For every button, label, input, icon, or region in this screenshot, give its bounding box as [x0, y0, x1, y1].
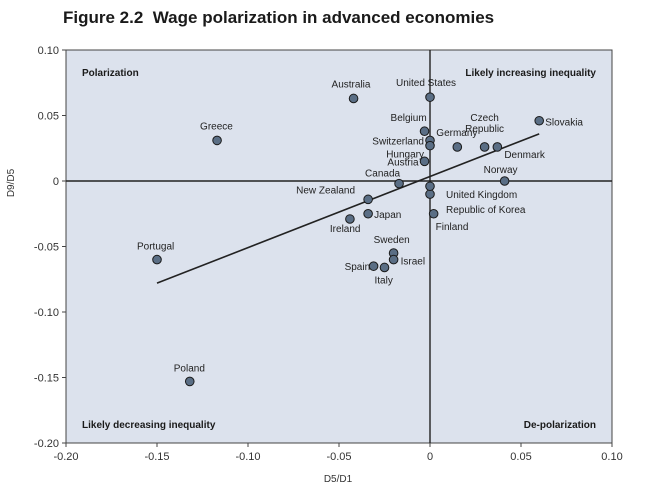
- quadrant-label-decreasing-inequality: Likely decreasing inequality: [82, 420, 216, 431]
- data-label-ireland: Ireland: [330, 224, 361, 235]
- data-label-switzerland: Switzerland: [372, 136, 424, 147]
- chart-title: Figure 2.2 Wage polarization in advanced…: [63, 8, 494, 28]
- data-point-czech-republic: [479, 142, 490, 152]
- y-tick-label: -0.15: [34, 373, 59, 385]
- data-point-israel: [388, 254, 399, 265]
- quadrant-label-increasing-inequality: Likely increasing inequality: [465, 68, 596, 79]
- x-tick-label: -0.20: [53, 451, 78, 463]
- data-label-austria: Austria: [387, 157, 419, 168]
- data-label-republic-of-korea: Republic of Korea: [446, 205, 526, 216]
- data-point-australia: [348, 93, 359, 104]
- x-axis-label: D5/D1: [324, 474, 353, 485]
- data-label-denmark: Denmark: [504, 150, 546, 161]
- data-label-portugal: Portugal: [137, 242, 174, 253]
- data-point-belgium: [419, 126, 430, 137]
- data-label-united-kingdom: United Kingdom: [446, 190, 517, 201]
- data-point-germany: [452, 142, 463, 152]
- data-point-austria: [419, 156, 430, 167]
- data-label-australia: Australia: [332, 79, 371, 90]
- y-axis-label: D9/D5: [6, 168, 17, 197]
- data-point-portugal: [152, 254, 162, 265]
- data-point-japan: [363, 208, 373, 219]
- data-point-norway: [499, 176, 510, 186]
- plot-area: [65, 49, 613, 444]
- data-point-united-states: [425, 92, 435, 102]
- data-label-greece: Greece: [200, 121, 233, 132]
- data-point-ireland: [345, 214, 355, 224]
- data-label-belgium: Belgium: [391, 113, 427, 124]
- figure-title: Wage polarization in advanced economies: [152, 8, 495, 27]
- data-label-spain: Spain: [345, 262, 371, 273]
- x-tick-label: 0.10: [601, 451, 622, 463]
- data-label-new-zealand: New Zealand: [296, 185, 355, 196]
- data-point-hungary: [425, 140, 435, 151]
- data-point-italy: [379, 262, 390, 273]
- data-label-germany: Germany: [436, 128, 477, 139]
- data-label-sweden: Sweden: [374, 235, 410, 246]
- x-tick-label: -0.15: [144, 451, 169, 463]
- quadrant-label-polarization: Polarization: [82, 68, 139, 79]
- data-point-denmark: [492, 142, 503, 152]
- data-label-norway: Norway: [484, 165, 518, 176]
- data-label-canada: Canada: [365, 169, 400, 180]
- y-tick-label: -0.20: [34, 438, 59, 450]
- x-tick-label: 0.05: [510, 451, 531, 463]
- y-tick-label: 0.10: [38, 45, 59, 57]
- y-tick-label: 0: [53, 176, 59, 188]
- data-label-israel: Israel: [401, 257, 425, 268]
- data-label-czech-republic: Czech Republic: [465, 113, 504, 135]
- x-tick-label: -0.05: [326, 451, 351, 463]
- data-label-finland: Finland: [436, 222, 469, 233]
- data-point-poland: [184, 376, 195, 387]
- data-point-finland: [428, 208, 439, 219]
- data-point-spain: [368, 261, 379, 271]
- data-label-united-states: United States: [396, 78, 456, 89]
- data-point-new-zealand: [363, 194, 373, 205]
- data-label-slovakia: Slovakia: [545, 118, 583, 129]
- data-label-italy: Italy: [375, 275, 393, 286]
- data-label-japan: Japan: [374, 210, 401, 221]
- quadrant-label-depolarization: De-polarization: [524, 420, 596, 431]
- data-point-republic-of-korea: [425, 181, 435, 192]
- data-label-hungary: Hungary: [386, 150, 424, 161]
- y-tick-label: -0.10: [34, 307, 59, 319]
- x-tick-label: 0: [427, 451, 433, 463]
- data-point-canada: [394, 178, 404, 189]
- x-tick-label: -0.10: [235, 451, 260, 463]
- data-point-united-kingdom: [425, 189, 435, 199]
- y-tick-label: 0.05: [38, 111, 59, 123]
- data-label-poland: Poland: [174, 363, 205, 374]
- trend-line: [156, 133, 540, 284]
- y-tick-label: -0.05: [34, 242, 59, 254]
- data-point-greece: [212, 135, 222, 146]
- data-point-slovakia: [534, 115, 545, 126]
- figure-number: Figure 2.2: [63, 8, 144, 27]
